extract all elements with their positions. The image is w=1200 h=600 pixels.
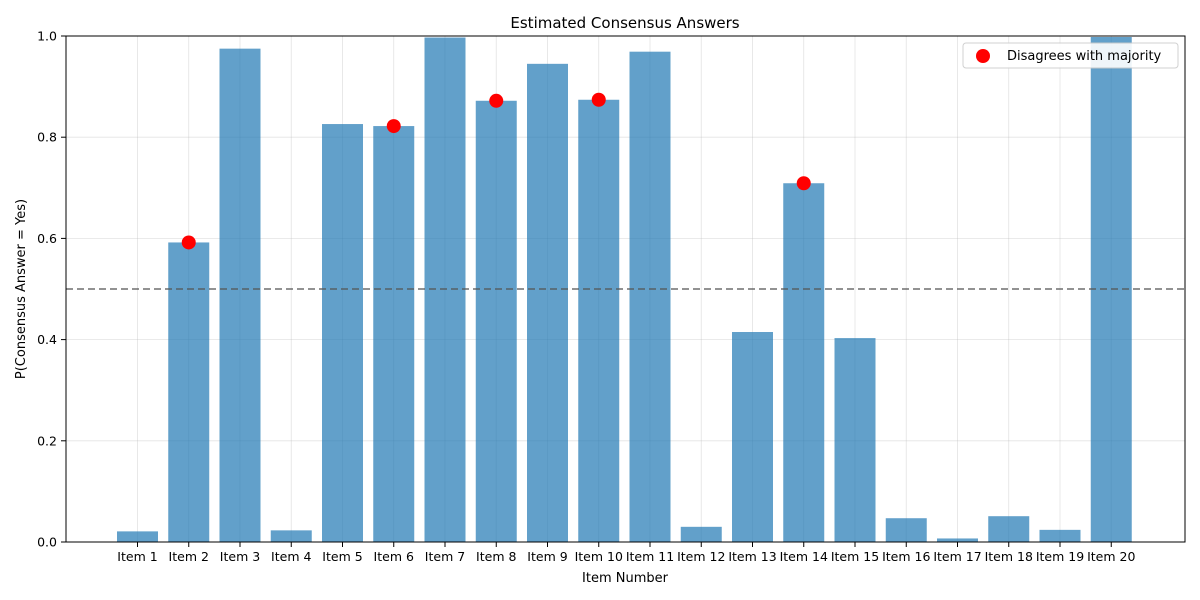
x-tick-label: Item 17 [933,549,981,564]
disagree-marker [796,176,811,191]
x-tick-label: Item 14 [780,549,828,564]
x-tick-label: Item 1 [117,549,157,564]
bar [834,338,876,542]
y-tick-label: 0.8 [37,130,57,145]
x-tick-label: Item 6 [374,549,414,564]
bar [988,516,1030,542]
y-axis-label: P(Consensus Answer = Yes) [14,199,29,379]
y-tick-label: 1.0 [37,29,57,44]
x-axis-ticks: Item 1 Item 2 Item 3 Item 4 Item 5 Item 6 Item… [117,542,1135,564]
disagree-marker [489,93,504,108]
x-tick-label: Item 10 [575,549,623,564]
bar [117,531,158,542]
bar [629,51,671,542]
x-tick-label: Item 12 [677,549,725,564]
x-tick-label: Item 16 [882,549,930,564]
x-tick-label: Item 4 [271,549,311,564]
x-tick-label: Item 5 [322,549,362,564]
bar [168,242,210,542]
x-tick-label: Item 19 [1036,549,1084,564]
bar [527,63,568,542]
x-tick-label: Item 2 [169,549,209,564]
x-tick-label: Item 20 [1087,549,1135,564]
bar [732,332,773,542]
bar [680,526,722,542]
disagree-marker [386,119,401,134]
disagree-marker [591,92,606,107]
y-tick-label: 0.4 [37,332,57,347]
x-tick-label: Item 15 [831,549,879,564]
chart-title: Estimated Consensus Answers [510,14,739,32]
bar [270,530,312,542]
x-axis-label: Item Number [582,571,669,586]
legend-marker [976,49,990,63]
disagree-marker [181,235,196,250]
bar [322,124,363,542]
bar [219,48,261,543]
y-axis-ticks: 0.0 0.2 0.4 0.6 0.8 1.0 [37,29,66,550]
bar [783,183,825,542]
y-tick-label: 0.2 [37,433,57,448]
bar [885,518,927,542]
y-tick-label: 0.6 [37,231,57,246]
x-tick-label: Item 8 [476,549,516,564]
x-tick-label: Item 11 [626,549,674,564]
disagree-markers [181,92,811,250]
bar [373,126,415,543]
bar [1039,529,1081,542]
legend-label: Disagrees with majority [1007,49,1162,64]
x-tick-label: Item 13 [728,549,776,564]
bars [117,37,1132,543]
plot-frame [65,35,1186,543]
bar [937,538,978,542]
bar [475,100,517,542]
x-tick-label: Item 9 [527,549,567,564]
bar [578,99,620,543]
legend: Disagrees with majority [962,42,1179,69]
x-tick-label: Item 3 [220,549,260,564]
x-tick-label: Item 18 [985,549,1033,564]
x-tick-label: Item 7 [425,549,465,564]
y-tick-label: 0.0 [37,535,57,550]
legend-box [962,42,1179,69]
